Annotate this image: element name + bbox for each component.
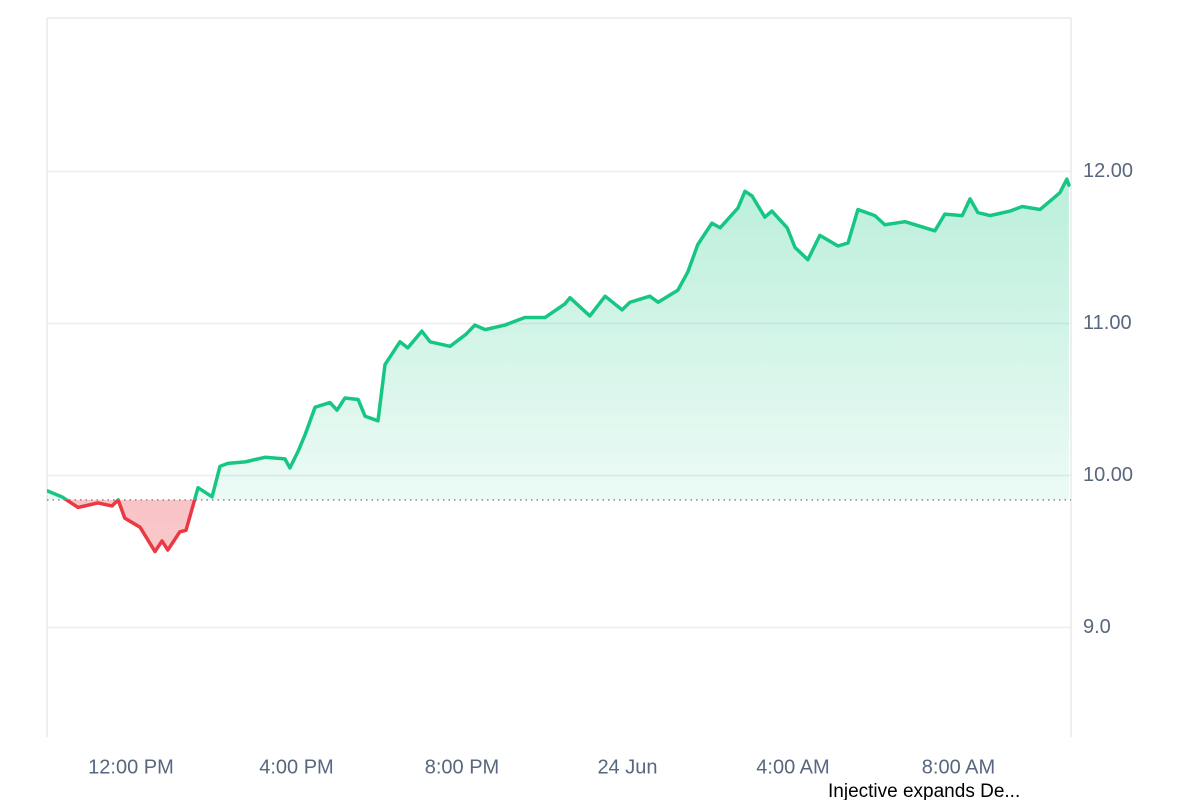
x-tick-label: 12:00 PM bbox=[88, 756, 174, 778]
axis-labels: 9.0 10.00 11.00 12.00 12:00 PM 4:00 PM 8:00 PM… bbox=[88, 160, 1133, 778]
y-tick-label: 10.00 bbox=[1083, 464, 1133, 486]
x-tick-label: 4:00 AM bbox=[756, 756, 829, 778]
x-tick-label: 8:00 PM bbox=[425, 756, 499, 778]
x-tick-label: 8:00 AM bbox=[922, 756, 995, 778]
x-tick-label: 24 Jun bbox=[597, 756, 657, 778]
plot-area bbox=[47, 177, 1071, 554]
y-tick-label: 9.0 bbox=[1083, 616, 1111, 638]
price-line bbox=[47, 177, 1071, 554]
price-area bbox=[47, 179, 1069, 552]
y-tick-label: 12.00 bbox=[1083, 160, 1133, 182]
x-tick-label: 4:00 PM bbox=[259, 756, 333, 778]
annotation: Injective expands De... bbox=[828, 781, 1020, 800]
y-tick-label: 11.00 bbox=[1083, 312, 1132, 334]
